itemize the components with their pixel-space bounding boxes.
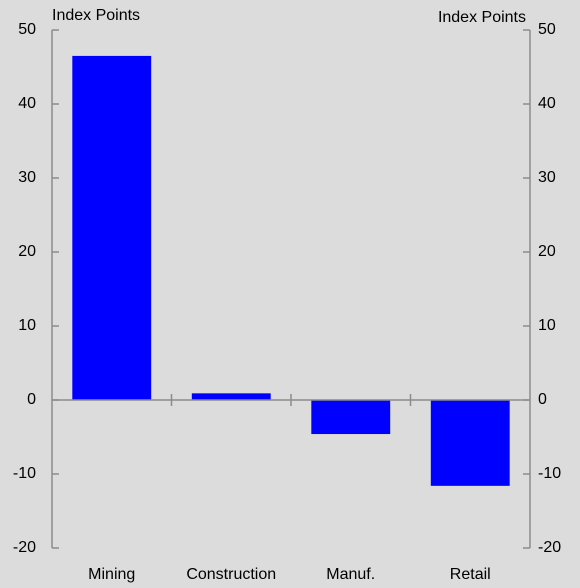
- y2-tick-label: 20: [538, 243, 556, 260]
- y2-tick-label: 50: [538, 21, 556, 38]
- y-tick-label: 30: [18, 169, 36, 186]
- y-tick-label: 0: [27, 391, 36, 408]
- y2-tick-label: 30: [538, 169, 556, 186]
- y2-tick-label: -20: [538, 539, 561, 556]
- bar: [72, 55, 152, 401]
- bar: [311, 400, 391, 435]
- y2-axis-label: Index Points: [438, 9, 526, 26]
- y-tick-label: 10: [18, 317, 36, 334]
- y-tick-label: -20: [13, 539, 36, 556]
- y-tick-label: 40: [18, 95, 36, 112]
- bar: [430, 400, 510, 486]
- x-tick-label: Retail: [450, 566, 491, 583]
- x-tick-label: Construction: [186, 566, 276, 583]
- x-tick-label: Mining: [88, 566, 135, 583]
- x-tick-label: Manuf.: [326, 566, 375, 583]
- y-tick-label: 20: [18, 243, 36, 260]
- y2-tick-label: 40: [538, 95, 556, 112]
- bar: [191, 393, 271, 400]
- y2-tick-label: -10: [538, 465, 561, 482]
- y2-tick-label: 10: [538, 317, 556, 334]
- y2-tick-label: 0: [538, 391, 547, 408]
- y-axis-label: Index Points: [52, 7, 140, 24]
- y-tick-label: -10: [13, 465, 36, 482]
- y-tick-label: 50: [18, 21, 36, 38]
